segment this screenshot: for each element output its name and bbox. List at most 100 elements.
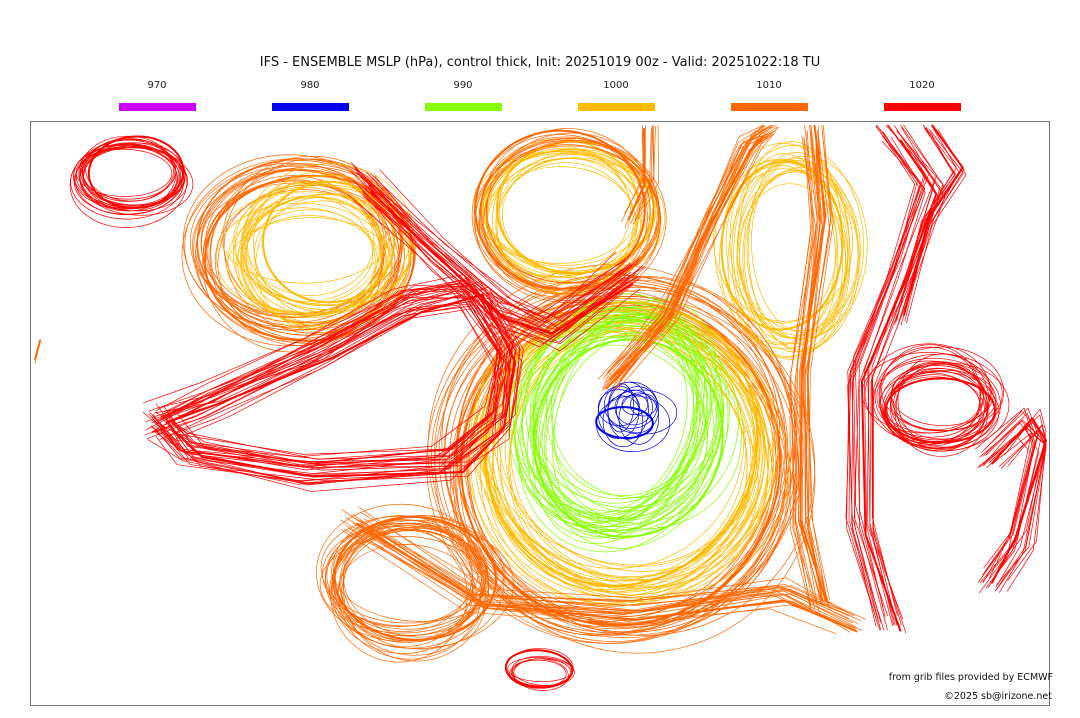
contour-1010 [804, 130, 829, 603]
contour-map [34, 124, 1047, 691]
legend-swatch [577, 103, 655, 111]
arctic-1000-bundle [220, 191, 389, 284]
low-990-bundle [522, 293, 705, 516]
contour-1010 [804, 124, 824, 601]
contour-1010 [483, 141, 661, 302]
contour-1010 [326, 519, 479, 627]
legend-label: 1020 [909, 80, 935, 91]
legend-item-970: 970 [117, 80, 197, 111]
contour-1010 [612, 130, 775, 384]
contour-1020 [70, 143, 185, 220]
map-area [30, 121, 1050, 706]
contour-1020 [985, 428, 1039, 589]
contour-1010 [332, 530, 490, 649]
low-980-bundle [616, 386, 659, 434]
legend-label: 1010 [756, 80, 782, 91]
arctic-1010-bundle [207, 180, 384, 328]
copyright: ©2025 sb@irizone.net [944, 691, 1052, 702]
contour-1000 [482, 150, 656, 272]
contour-1010 [480, 136, 651, 283]
contour-1010 [359, 528, 854, 628]
contour-1020 [977, 420, 1035, 583]
contour-1020 [352, 179, 629, 334]
contour-1000 [727, 160, 859, 358]
arctic-1000-bundle [226, 217, 393, 314]
arctic-1010-bundle [193, 159, 402, 340]
legend-item-1010: 1010 [729, 80, 809, 111]
low-1010-bundle [456, 309, 783, 642]
contour-1020 [860, 139, 938, 632]
high-1020-bundle [890, 361, 984, 431]
contour-1010 [481, 128, 654, 294]
high-1020-bundle [884, 377, 996, 444]
contour-1010 [635, 125, 655, 221]
contour-1010 [360, 512, 853, 616]
contour-1010 [603, 133, 771, 385]
ridge-1020-bundle [177, 286, 524, 471]
contour-1010 [360, 523, 857, 630]
contour-1020 [350, 162, 631, 323]
contour-1020 [362, 195, 634, 343]
low-990-bundle [532, 335, 742, 530]
low-980-bundle [614, 389, 653, 426]
contour-1020 [871, 124, 937, 616]
contour-1010 [354, 533, 863, 631]
legend-swatch [271, 103, 349, 111]
contour-1020 [362, 186, 640, 330]
low-990-bundle [521, 306, 708, 520]
low-1000-bundle [508, 318, 774, 596]
contour-1020 [359, 186, 630, 338]
contour-1000 [721, 159, 836, 344]
contour-1000 [484, 145, 631, 278]
contour-1010 [789, 137, 812, 610]
contour-1020 [347, 194, 620, 348]
contour-1020 [357, 172, 632, 333]
ridge-1020-bundle [155, 280, 501, 455]
low-980-bundle [596, 395, 671, 452]
low-1000-bundle [474, 297, 775, 582]
contour-1010 [340, 529, 837, 635]
contour-1010 [342, 515, 498, 638]
contour-1020 [366, 172, 637, 319]
contour-1010 [486, 132, 660, 290]
contour-1020 [1006, 424, 1047, 592]
high-1020-bundle [895, 363, 988, 450]
arctic-1000-bundle [232, 185, 413, 306]
ridge-1020-bundle [155, 282, 515, 460]
contour-1010 [808, 131, 834, 609]
contour-1020 [364, 188, 637, 334]
legend-label: 990 [453, 80, 473, 91]
contour-1010 [341, 509, 849, 613]
chart-title: IFS - ENSEMBLE MSLP (hPa), control thick… [259, 55, 821, 70]
high-1020-bundle [879, 344, 982, 445]
contour-1010 [316, 503, 487, 642]
ridge-1020-bundle [164, 289, 517, 460]
legend-swatch [883, 103, 961, 111]
arctic-1000-bundle [233, 195, 387, 316]
low-1010-bundle [454, 296, 816, 654]
contour-1010 [338, 528, 482, 660]
contour-1000 [739, 169, 861, 336]
contour-1010 [624, 124, 646, 214]
contour-1020 [356, 172, 626, 315]
contour-1020 [894, 126, 956, 325]
contour-1010 [35, 339, 42, 360]
contour-1000 [713, 159, 853, 322]
data-credit: from grib files provided by ECMWF [888, 672, 1053, 683]
contour-1010 [324, 525, 486, 637]
arctic-1000-bundle [245, 184, 410, 331]
contour-1010 [797, 128, 821, 597]
contour-1020 [80, 143, 180, 206]
contour-1010 [340, 519, 836, 623]
legend-item-1020: 1020 [882, 80, 962, 111]
low-980-bundle [602, 395, 644, 448]
low-990-bundle [529, 318, 688, 514]
low-990-bundle [532, 306, 730, 533]
contour-1010 [638, 124, 659, 220]
arctic-1000-bundle [244, 209, 374, 302]
contour-1020 [81, 144, 177, 200]
contour-1020 [904, 124, 961, 322]
ridge-1020-bundle [145, 289, 502, 468]
ridge-1020-bundle [162, 279, 516, 463]
arctic-1000-bundle [215, 202, 393, 318]
